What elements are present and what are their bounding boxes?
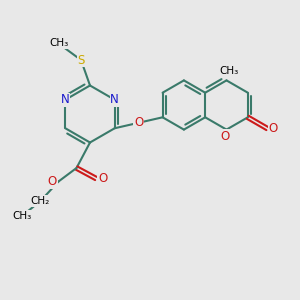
Text: O: O [134,116,143,129]
Text: O: O [98,172,107,185]
Text: CH₃: CH₃ [49,38,68,49]
Text: N: N [61,93,70,106]
Text: CH₃: CH₃ [220,66,239,76]
Text: O: O [269,122,278,135]
Text: CH₂: CH₂ [31,196,50,206]
Text: S: S [77,53,85,67]
Text: O: O [220,130,230,143]
Text: O: O [48,175,57,188]
Text: CH₃: CH₃ [12,211,32,221]
Text: N: N [110,93,119,106]
